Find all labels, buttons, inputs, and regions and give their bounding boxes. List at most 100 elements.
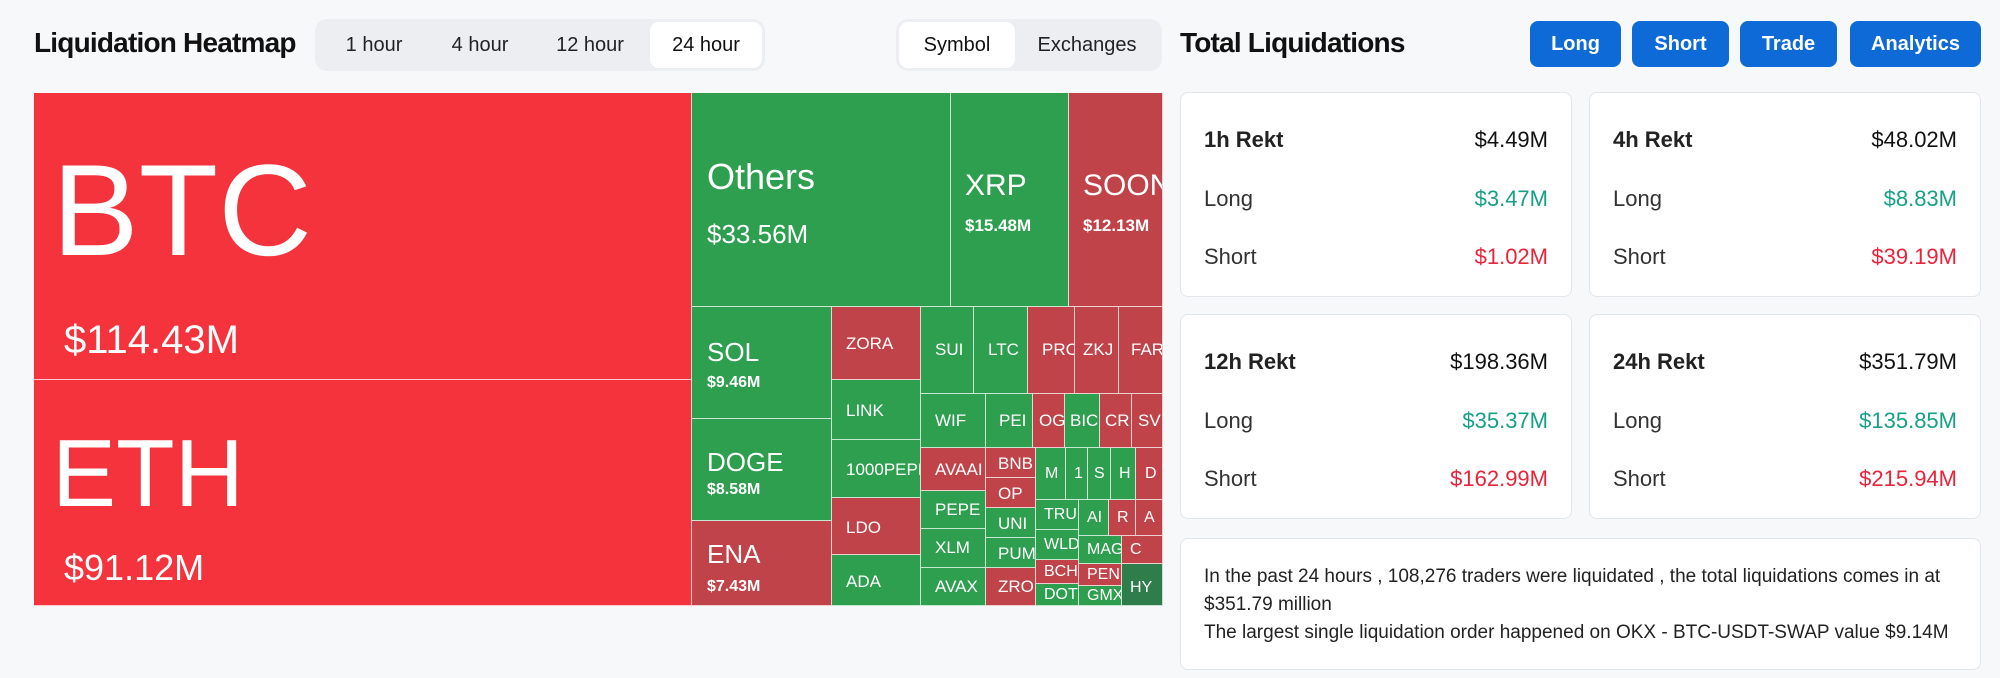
heatmap-tile-zora[interactable]: ZORA (832, 307, 921, 380)
heatmap-tile-bnb[interactable]: BNB (986, 448, 1036, 478)
heatmap-tile-tru[interactable]: TRU (1036, 500, 1079, 530)
tab-exchanges[interactable]: Exchanges (1037, 33, 1137, 56)
heatmap-tile-a[interactable]: A (1136, 500, 1163, 536)
liquidation-heatmap: BTC $114.43M ETH $91.12M Others $33.56M XRP $15… (34, 93, 1163, 606)
heatmap-tile-xrp[interactable]: XRP $15.48M (951, 93, 1069, 307)
heatmap-tile-ena[interactable]: ENA $7.43M (692, 521, 832, 606)
heatmap-tile-ldo[interactable]: LDO (832, 498, 921, 555)
short-button[interactable]: Short (1632, 21, 1729, 67)
tab-4-hour[interactable]: 4 hour (451, 33, 509, 56)
heatmap-tile-bic[interactable]: BIC (1065, 394, 1100, 448)
short-label: Short (1613, 466, 1666, 491)
heatmap-tile-1[interactable]: 1 (1066, 448, 1088, 500)
tile-symbol: PEN (1087, 566, 1120, 583)
long-label: Long (1613, 408, 1662, 433)
tile-symbol: WLD (1044, 536, 1079, 553)
heatmap-tile-mag[interactable]: MAG (1079, 536, 1122, 564)
heatmap-tile-zro[interactable]: ZRO (986, 568, 1036, 606)
tab-symbol[interactable]: Symbol (899, 22, 1015, 68)
heatmap-tile-c[interactable]: C (1122, 536, 1163, 564)
card-title: 4h Rekt (1613, 127, 1693, 152)
card-total: $198.36M (1450, 349, 1548, 374)
heatmap-tile-sui[interactable]: SUI (921, 307, 974, 394)
tile-symbol: PRO (1042, 340, 1074, 359)
long-label: Long (1204, 408, 1253, 433)
heatmap-tile-link[interactable]: LINK (832, 380, 921, 440)
heatmap-tile-r[interactable]: R (1109, 500, 1136, 536)
heatmap-tile-sol[interactable]: SOL $9.46M (692, 307, 832, 419)
tile-symbol: BTC (52, 137, 312, 283)
trade-button[interactable]: Trade (1740, 21, 1837, 67)
summary-text: In the past 24 hours , 108,276 traders w… (1204, 566, 1941, 615)
tile-symbol: SOON (1083, 169, 1163, 202)
heatmap-tile-op[interactable]: OP (986, 478, 1036, 508)
heatmap-tile-pei[interactable]: PEI (986, 394, 1033, 448)
heatmap-tile-pepe[interactable]: PEPE (921, 491, 986, 529)
heatmap-tile-others[interactable]: Others $33.56M (692, 93, 951, 307)
tile-symbol: OP (998, 484, 1023, 503)
heatmap-tile-wld[interactable]: WLD (1036, 530, 1079, 560)
tile-symbol: ZORA (846, 334, 894, 353)
heatmap-tile-pen[interactable]: PEN (1079, 564, 1122, 586)
tab-1-hour[interactable]: 1 hour (345, 33, 403, 56)
tile-symbol: C (1130, 541, 1142, 558)
tile-symbol: BIC (1070, 411, 1099, 430)
tile-symbol: FAR (1131, 340, 1163, 359)
analytics-button[interactable]: Analytics (1850, 21, 1981, 67)
short-label: Short (1204, 466, 1257, 491)
long-button[interactable]: Long (1530, 21, 1621, 67)
card-title: 24h Rekt (1613, 349, 1705, 374)
heatmap-tile-pum[interactable]: PUM (986, 538, 1036, 568)
heatmap-tile-zkj[interactable]: ZKJ (1075, 307, 1119, 394)
tile-value: $9.46M (707, 374, 761, 391)
tile-symbol: CR (1105, 411, 1130, 430)
heatmap-tile-wif[interactable]: WIF (921, 394, 986, 448)
heatmap-tile-bch[interactable]: BCH (1036, 560, 1079, 584)
tab-24-hour[interactable]: 24 hour (650, 22, 762, 68)
heatmap-tile-cr[interactable]: CR (1100, 394, 1132, 448)
heatmap-tile-far[interactable]: FAR (1119, 307, 1163, 394)
heatmap-tile-pro[interactable]: PRO (1028, 307, 1075, 394)
card-title: 1h Rekt (1204, 127, 1284, 152)
rekt-card-4h: 4h Rekt $48.02M Long $8.83M Short $39.19M (1589, 92, 1981, 297)
heatmap-tile-uni[interactable]: UNI (986, 508, 1036, 538)
heatmap-tile-xlm[interactable]: XLM (921, 529, 986, 568)
short-value: $39.19M (1871, 244, 1957, 269)
heatmap-tile-gmx[interactable]: GMX (1079, 586, 1122, 606)
heatmap-tile-btc[interactable]: BTC $114.43M (34, 93, 692, 380)
heatmap-tile-soon[interactable]: SOON $12.13M (1069, 93, 1163, 307)
tile-symbol: LINK (846, 401, 884, 420)
tile-symbol: H (1119, 465, 1131, 482)
heatmap-tile-doge[interactable]: DOGE $8.58M (692, 419, 832, 521)
heatmap-tile-hy[interactable]: HY (1122, 564, 1163, 606)
tile-symbol: UNI (998, 514, 1028, 533)
heatmap-tile-sv[interactable]: SV (1132, 394, 1163, 448)
heatmap-tile-ai[interactable]: AI (1079, 500, 1109, 536)
heatmap-tile-ltc[interactable]: LTC (974, 307, 1028, 394)
tile-symbol: MAG (1087, 541, 1122, 558)
tile-symbol: BNB (998, 454, 1033, 473)
total-liquidations-title: Total Liquidations (1180, 27, 1405, 58)
largest-order-text: The largest single liquidation order hap… (1204, 622, 1949, 643)
heatmap-tile-ada[interactable]: ADA (832, 555, 921, 606)
tile-symbol: LDO (846, 518, 881, 537)
card-total: $48.02M (1871, 127, 1957, 152)
heatmap-tile-og[interactable]: OG (1033, 394, 1065, 448)
rekt-card-24h: 24h Rekt $351.79M Long $135.85M Short $215.… (1589, 314, 1981, 519)
short-value: $215.94M (1859, 466, 1957, 491)
heatmap-tile-1000pepe[interactable]: 1000PEPE (832, 440, 921, 498)
heatmap-tile-m[interactable]: M (1036, 448, 1066, 500)
heatmap-tile-d[interactable]: D (1136, 448, 1163, 500)
heatmap-tile-avaai[interactable]: AVAAI (921, 448, 986, 491)
heatmap-tile-s[interactable]: S (1088, 448, 1111, 500)
tile-value: $7.43M (707, 578, 761, 595)
tile-symbol: ADA (846, 572, 881, 591)
tab-12-hour[interactable]: 12 hour (556, 33, 624, 56)
heatmap-tile-dot[interactable]: DOT (1036, 584, 1079, 606)
tile-symbol: S (1094, 465, 1105, 482)
heatmap-tile-h[interactable]: H (1111, 448, 1136, 500)
heatmap-tile-avax[interactable]: AVAX (921, 568, 986, 606)
card-total: $351.79M (1859, 349, 1957, 374)
heatmap-tile-eth[interactable]: ETH $91.12M (34, 380, 692, 606)
tile-symbol: AVAX (935, 577, 978, 596)
